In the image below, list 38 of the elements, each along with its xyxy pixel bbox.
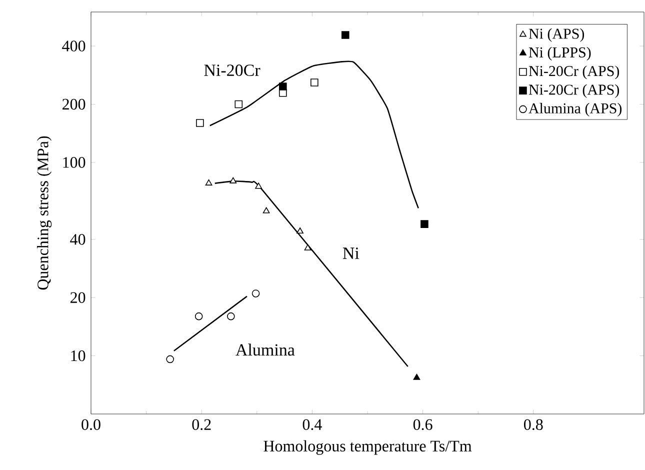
- point: [278, 82, 287, 90]
- y-tick-label: 400: [62, 40, 86, 52]
- point: [252, 290, 260, 298]
- point: [196, 119, 204, 127]
- point: [310, 78, 318, 86]
- point: [230, 177, 237, 184]
- legend-label: Ni-20Cr (APS): [528, 84, 620, 98]
- y-tick-label: 200: [62, 98, 86, 110]
- legend-label: Ni (APS): [528, 28, 584, 42]
- legend-label: Ni (LPPS): [528, 46, 591, 61]
- annotation: Ni-20Cr: [204, 64, 260, 76]
- y-axis-title: Quenching stress (MPa): [37, 136, 52, 290]
- y-tick-label: 10: [71, 350, 86, 362]
- y-tick-label: 40: [70, 234, 86, 245]
- point: [262, 207, 270, 214]
- point: [304, 244, 312, 250]
- legend-label: Alumina (APS): [528, 102, 622, 116]
- y-tick-label: 100: [63, 157, 86, 168]
- point: [420, 220, 428, 228]
- point: [227, 312, 235, 320]
- point: [166, 355, 174, 364]
- point: [296, 227, 304, 234]
- point: [413, 374, 420, 380]
- point: [194, 312, 203, 320]
- x-tick-label: 0.4: [302, 419, 322, 430]
- x-tick-label: 0.8: [524, 419, 543, 430]
- x-tick-label: 0.2: [192, 419, 211, 430]
- x-tick-label: 0.6: [413, 419, 432, 430]
- point: [341, 31, 350, 39]
- x-axis-title: Homologous temperature Ts/Tm: [264, 440, 472, 455]
- y-tick-label: 20: [70, 292, 86, 303]
- x-tick-label: 0.0: [82, 419, 100, 430]
- point: [234, 100, 243, 108]
- point: [255, 182, 262, 189]
- legend-label: Ni-20Cr (APS): [528, 66, 620, 80]
- point: [205, 179, 212, 186]
- annotation: Ni: [342, 248, 360, 259]
- annotation: Alumina: [236, 344, 295, 356]
